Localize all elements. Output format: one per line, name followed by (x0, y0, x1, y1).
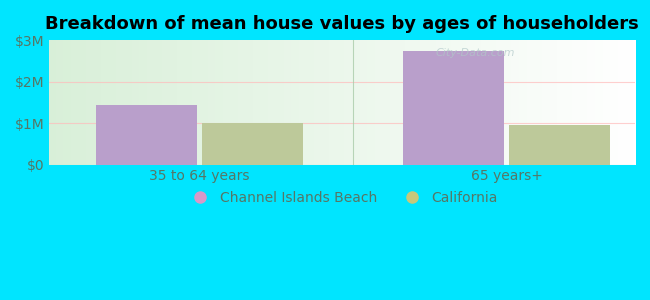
Title: Breakdown of mean house values by ages of householders: Breakdown of mean house values by ages o… (45, 15, 639, 33)
Bar (96, 105, 197, 165)
Bar (510, 125, 610, 165)
Text: City-Data.com: City-Data.com (436, 48, 515, 58)
Bar (202, 123, 303, 165)
Bar (404, 50, 504, 165)
Legend: Channel Islands Beach, California: Channel Islands Beach, California (181, 185, 503, 210)
